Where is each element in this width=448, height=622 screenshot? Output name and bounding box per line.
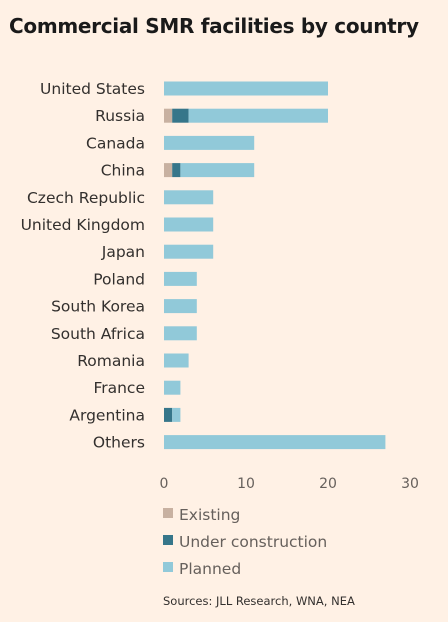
category-label-others: Others bbox=[93, 434, 145, 452]
bar-united-kingdom-planned bbox=[164, 217, 214, 232]
bar-russia-existing bbox=[164, 108, 173, 123]
legend: Existing Under construction Planned bbox=[163, 506, 327, 578]
legend-label-existing: Existing bbox=[179, 506, 240, 524]
category-label-united-kingdom: United Kingdom bbox=[21, 216, 145, 234]
category-label-russia: Russia bbox=[95, 107, 145, 125]
x-axis-ticks: 0 10 20 30 bbox=[160, 476, 419, 492]
source-note: Sources: JLL Research, WNA, NEA bbox=[163, 594, 355, 608]
bar-china-existing bbox=[164, 163, 173, 178]
bar-poland-planned bbox=[164, 271, 197, 286]
legend-label-under-construction: Under construction bbox=[179, 533, 327, 551]
x-tick-0: 0 bbox=[160, 476, 169, 492]
category-label-china: China bbox=[101, 162, 145, 180]
bar-south-africa-planned bbox=[164, 326, 197, 341]
category-label-romania: Romania bbox=[77, 352, 145, 370]
category-label-canada: Canada bbox=[86, 134, 145, 152]
x-tick-20: 20 bbox=[319, 476, 337, 492]
bar-russia-under-construction bbox=[172, 108, 189, 123]
bar-russia-planned bbox=[188, 108, 328, 123]
category-label-poland: Poland bbox=[93, 270, 145, 288]
bar-canada-planned bbox=[164, 135, 255, 150]
category-label-united-states: United States bbox=[40, 80, 145, 98]
chart-title: Commercial SMR facilities by country bbox=[9, 14, 419, 38]
x-tick-30: 30 bbox=[401, 476, 419, 492]
x-tick-10: 10 bbox=[237, 476, 255, 492]
bar-france-planned bbox=[164, 380, 181, 395]
category-labels: United States Russia Canada China Czech Repu… bbox=[21, 80, 145, 452]
bar-china-planned bbox=[180, 163, 255, 178]
bars-layer bbox=[164, 81, 386, 450]
bar-romania-planned bbox=[164, 353, 189, 368]
category-label-south-korea: South Korea bbox=[51, 298, 145, 316]
legend-label-planned: Planned bbox=[179, 560, 241, 578]
bar-others-planned bbox=[164, 435, 386, 450]
bar-united-states-planned bbox=[164, 81, 328, 96]
bar-japan-planned bbox=[164, 244, 214, 259]
bar-argentina-planned bbox=[172, 407, 181, 422]
bar-china-under-construction bbox=[172, 163, 181, 178]
category-label-czech-republic: Czech Republic bbox=[27, 189, 145, 207]
legend-swatch-existing bbox=[163, 508, 173, 518]
legend-swatch-under-construction bbox=[163, 535, 173, 545]
category-label-argentina: Argentina bbox=[69, 406, 145, 424]
bar-argentina-under-construction bbox=[164, 407, 173, 422]
category-label-japan: Japan bbox=[101, 243, 145, 261]
bar-south-korea-planned bbox=[164, 299, 197, 314]
category-label-south-africa: South Africa bbox=[51, 325, 145, 343]
legend-swatch-planned bbox=[163, 562, 173, 572]
bar-czech-republic-planned bbox=[164, 190, 214, 205]
category-label-france: France bbox=[93, 379, 145, 397]
